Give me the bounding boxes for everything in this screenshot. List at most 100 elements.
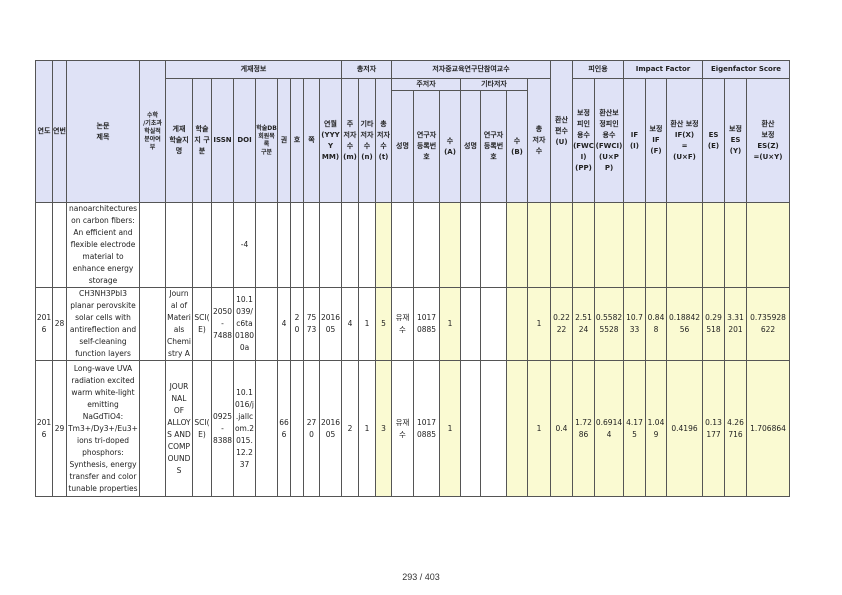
header-total-count: 총 저자 수 [527,78,551,203]
header-citation: 피인용 [572,60,624,79]
header-name-b: 성명 [460,90,481,203]
cell-reg-b [480,287,507,361]
header-if-corr: 보정 IF (F) [645,78,667,203]
cell-a [439,202,461,288]
cell-title: nanoarchitectures on carbon fibers: An e… [66,202,140,288]
cell-name-b [460,287,481,361]
cell-a: 1 [439,287,461,361]
cell-name-b [460,202,481,288]
header-authors-group: 총저자 [341,60,392,79]
cell-n [358,202,376,288]
cell-reg-b [480,202,507,288]
header-other-authors: 기타 저자 수 (n) [358,78,376,203]
table-row: 201 6 29 Long-wave UVA radiation excited… [35,360,790,497]
cell-no: 28 [52,287,67,361]
cell-year [35,202,53,288]
cell-z: 1.706864 [746,360,790,497]
cell-jclass [192,202,212,288]
cell-doi: -4 [233,202,256,288]
header-serial: 연번 [52,60,67,203]
header-doi: DOI [233,78,256,203]
cell-x: 0.4196 [666,360,703,497]
table-row: nanoarchitectures on carbon fibers: An e… [35,202,790,288]
cell-m [341,202,359,288]
header-participants-group: 저자중교육연구단참여교수 [391,60,551,79]
header-pub-date: 연월 (YYYY MM) [319,78,342,203]
header-other-author-sub: 기타저자 [460,78,528,91]
cell-db [255,202,278,288]
header-database-class: 학술DB 회원목록 구분 [255,78,278,203]
cell-y: 4.26 716 [724,360,747,497]
cell-title: CH3NH3PbI3 planar perovskite solar cells… [66,287,140,361]
cell-field [139,360,166,497]
header-if: IF (I) [623,78,646,203]
cell-journal: JOUR NAL OF ALLOY S AND COMP OUND S [165,360,193,497]
cell-reg-a [413,202,440,288]
header-count-a: 수 (A) [439,90,461,203]
cell-t: 3 [375,360,392,497]
cell-issue [290,360,304,497]
cell-f [645,202,667,288]
cell-i: 10.7 33 [623,287,646,361]
cell-b [506,202,528,288]
header-es-conv: 환산 보정 ES(Z) =(U×Y) [746,78,790,203]
header-eigenfactor: Eigenfactor Score [702,60,790,79]
cell-upp: 0.5582 5528 [594,287,624,361]
header-impact-factor: Impact Factor [623,60,703,79]
cell-total: 1 [527,287,551,361]
header-page: 쪽 [303,78,320,203]
header-main-author-sub: 주저자 [391,78,461,91]
header-fwci-corr: 보정 피인 용수 (FWC I) (PP) [572,78,595,203]
header-count-b: 수 (B) [506,90,528,203]
cell-pp [572,202,595,288]
cell-upp [594,202,624,288]
cell-db [255,287,278,361]
cell-f: 1.04 9 [645,360,667,497]
header-issue: 호 [290,78,304,203]
cell-date [319,202,342,288]
cell-no [52,202,67,288]
cell-date: 2016 05 [319,287,342,361]
cell-u: 0.22 22 [550,287,573,361]
cell-doi: 10.1 039/ c6ta 0180 0a [233,287,256,361]
cell-e: 0.29 518 [702,287,725,361]
cell-page: 27 0 [303,360,320,497]
header-main-authors: 주 저자 수 (m) [341,78,359,203]
cell-db [255,360,278,497]
cell-reg-b [480,360,507,497]
cell-doi: 10.1 016/j .jallc om.2 015. 12.2 37 [233,360,256,497]
cell-name-a [391,202,414,288]
header-year: 연도 [35,60,53,203]
cell-n: 1 [358,287,376,361]
cell-z: 0.735928 622 [746,287,790,361]
header-name-a: 성명 [391,90,414,203]
cell-u [550,202,573,288]
header-journal-name: 게재 학술지 명 [165,78,193,203]
header-if-conv: 환산 보정 IF(X) = (U×F) [666,78,703,203]
cell-name-a: 유재 수 [391,360,414,497]
cell-i [623,202,646,288]
cell-i: 4.17 5 [623,360,646,497]
cell-t [375,202,392,288]
cell-page: 75 73 [303,287,320,361]
header-issn: ISSN [211,78,234,203]
cell-total [527,202,551,288]
cell-no: 29 [52,360,67,497]
cell-issue [290,202,304,288]
cell-issn: 0925 - 8388 [211,360,234,497]
cell-b [506,287,528,361]
cell-a: 1 [439,360,461,497]
cell-name-b [460,360,481,497]
cell-name-a: 유재 수 [391,287,414,361]
cell-pp: 1.72 86 [572,360,595,497]
cell-m: 4 [341,287,359,361]
page-number: 293 / 403 [402,572,440,582]
cell-title: Long-wave UVA radiation excited warm whi… [66,360,140,497]
cell-z [746,202,790,288]
cell-u: 0.4 [550,360,573,497]
cell-journal: Journ al of Materi als Chemi stry A [165,287,193,361]
cell-f: 0.84 8 [645,287,667,361]
cell-y [724,202,747,288]
cell-jclass: SCI( E) [192,360,212,497]
cell-m: 2 [341,360,359,497]
